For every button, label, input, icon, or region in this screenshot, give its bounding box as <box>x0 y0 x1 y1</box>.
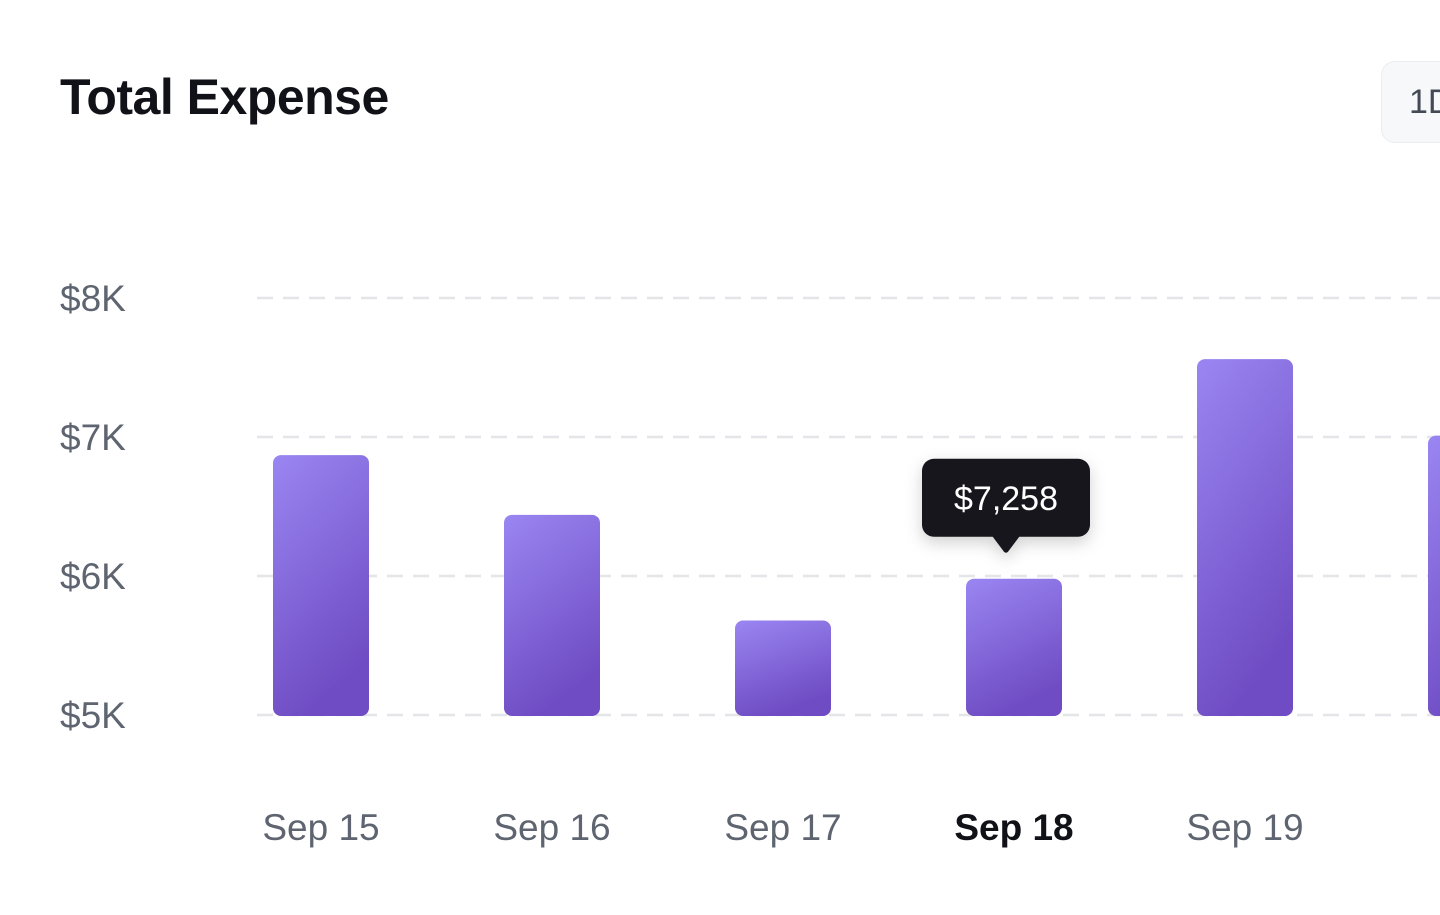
tooltip-box <box>922 458 1090 537</box>
grid-lines <box>257 296 1440 717</box>
y-tick-label: $5K <box>60 695 126 736</box>
bar[interactable] <box>504 514 600 716</box>
bars <box>273 359 1440 716</box>
x-tick-label: Sep 16 <box>493 807 610 848</box>
x-tick-label: Sep 15 <box>262 807 379 848</box>
bar-highlighted[interactable] <box>966 578 1062 716</box>
range-tab-1d[interactable]: 1D <box>1381 61 1440 143</box>
bar[interactable] <box>273 455 369 716</box>
tooltip-pointer <box>992 535 1020 553</box>
y-tick-label: $7K <box>60 417 126 458</box>
tooltip-bubble <box>922 458 1090 553</box>
y-tick-label: $6K <box>60 556 126 597</box>
x-tick-label: Sep 17 <box>724 807 841 848</box>
y-axis: $5K $6K $7K $8K <box>60 278 126 736</box>
bar[interactable] <box>1428 435 1440 716</box>
chart-title: Total Expense <box>60 69 389 125</box>
y-tick-label: $8K <box>60 278 126 319</box>
bar[interactable] <box>1197 359 1293 716</box>
tooltip-value: $7,258 <box>954 480 1058 518</box>
tooltip: $7,258 <box>922 458 1090 553</box>
x-tick-label-active: Sep 18 <box>954 807 1073 848</box>
x-tick-label: Sep 19 <box>1186 807 1303 848</box>
bar[interactable] <box>735 620 831 716</box>
